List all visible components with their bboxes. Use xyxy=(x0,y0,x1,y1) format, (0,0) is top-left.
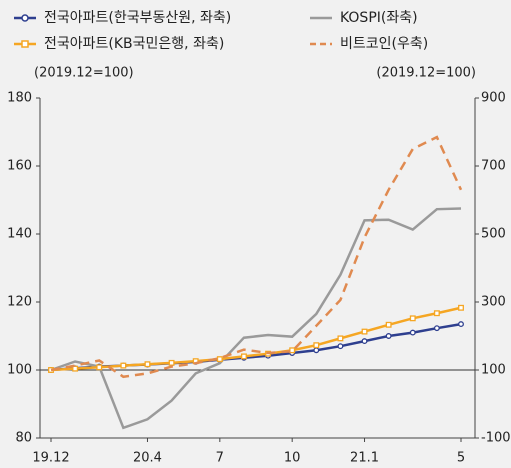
y-axis-label: (2019.12=100) xyxy=(34,66,134,81)
x-tick-label: 21.1 xyxy=(350,451,379,466)
point xyxy=(458,304,464,311)
y2-tick-label: 500 xyxy=(481,227,506,242)
point xyxy=(337,335,344,342)
point xyxy=(433,310,440,317)
point xyxy=(337,343,344,350)
x-tick-label: 10 xyxy=(284,451,301,466)
x-tick-label: 7 xyxy=(216,451,224,466)
series-line xyxy=(50,322,462,372)
series-line xyxy=(50,306,462,372)
y2-axis-label: (2019.12=100) xyxy=(376,66,476,81)
point xyxy=(361,338,368,345)
point xyxy=(216,356,223,363)
x-tick-label: 20.4 xyxy=(133,451,162,466)
point xyxy=(289,347,296,354)
point xyxy=(385,321,392,328)
y2-tick-label: 100 xyxy=(481,363,506,378)
point xyxy=(361,328,368,335)
y2-tick-label: 900 xyxy=(481,91,506,106)
y-tick-label: 140 xyxy=(7,227,32,242)
point xyxy=(168,359,175,366)
point xyxy=(120,362,127,369)
legend-label: KOSPI(좌축) xyxy=(340,10,418,26)
y-tick-label: 80 xyxy=(15,431,32,446)
y2-tick-label: 300 xyxy=(481,295,506,310)
point xyxy=(433,325,440,332)
point xyxy=(144,361,151,368)
y-tick-label: 160 xyxy=(7,159,32,174)
legend-label: 전국아파트(KB국민은행, 좌축) xyxy=(44,36,224,52)
point xyxy=(458,321,464,328)
y2-tick-label: 700 xyxy=(481,159,506,174)
point xyxy=(72,365,79,372)
point xyxy=(409,315,416,322)
point xyxy=(313,342,320,349)
point xyxy=(96,364,103,371)
point xyxy=(313,347,320,354)
x-tick-label: 19.12 xyxy=(32,451,69,466)
y-tick-label: 120 xyxy=(7,295,32,310)
series-line xyxy=(50,207,462,430)
y2-tick-label: -100 xyxy=(481,431,511,446)
point xyxy=(385,333,392,339)
legend-label: 비트코인(우축) xyxy=(340,36,428,52)
point xyxy=(409,329,416,336)
x-tick-label: 5 xyxy=(457,451,465,466)
legend-marker xyxy=(21,40,29,48)
y-tick-label: 100 xyxy=(7,363,32,378)
y-tick-label: 180 xyxy=(7,91,32,106)
legend-label: 전국아파트(한국부동산원, 좌축) xyxy=(44,10,231,26)
legend-marker xyxy=(21,14,29,22)
point xyxy=(240,353,247,360)
series-line xyxy=(50,135,463,379)
